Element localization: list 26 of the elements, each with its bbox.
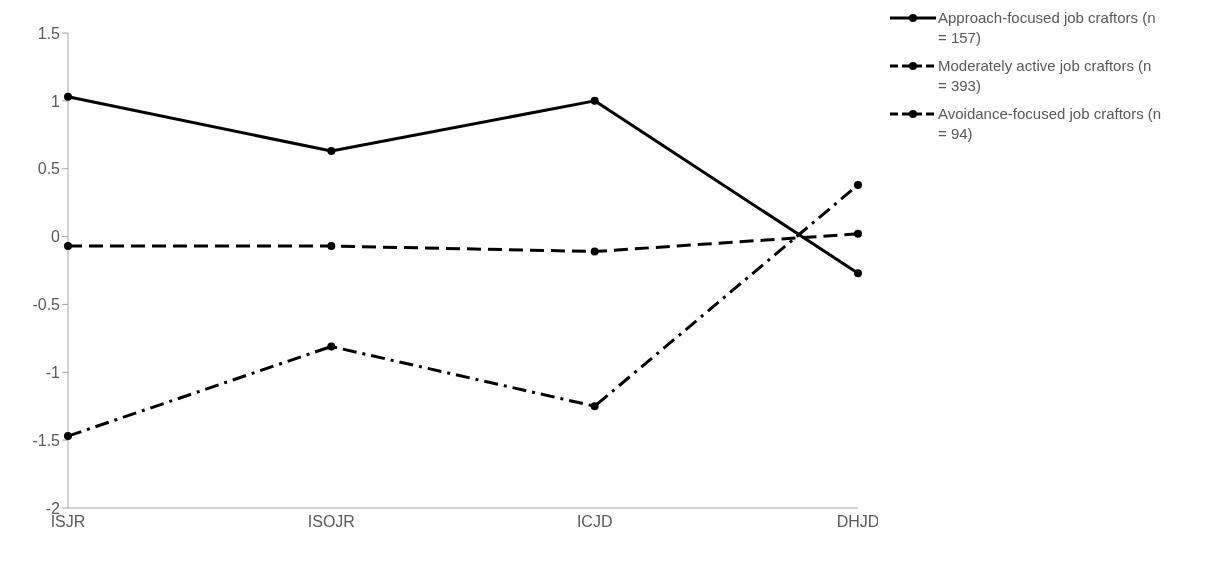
point [327,342,336,351]
point [590,402,599,411]
point [854,269,862,278]
legend-label: Avoidance-focused job craftors (n = 94) [938,104,1163,144]
legend-label: Approach-focused job craftors (n = 157) [938,8,1157,48]
y-tick-label: -1.5 [32,431,61,449]
y-tick-label: -1 [45,363,61,381]
point [327,242,336,251]
point [64,92,72,101]
x-tick-label: DHJD [836,513,880,531]
point [64,432,72,441]
y-tick-label: 1 [51,92,61,110]
point [854,181,862,189]
point [854,229,862,238]
point [590,96,599,105]
x-tick-label: ISOJR [307,513,355,531]
point [327,147,336,156]
y-tick-label: 0 [51,228,61,246]
y-tick-label: 1.5 [37,24,61,42]
x-tick-label: ISJR [50,513,86,531]
legend-label: Moderately active job craftors (n = 393) [938,56,1153,96]
point [64,242,72,251]
y-tick-label: -0.5 [32,296,61,314]
y-tick-label: 0.5 [37,160,61,178]
x-tick-label: ICJD [576,513,613,531]
point [590,247,599,256]
